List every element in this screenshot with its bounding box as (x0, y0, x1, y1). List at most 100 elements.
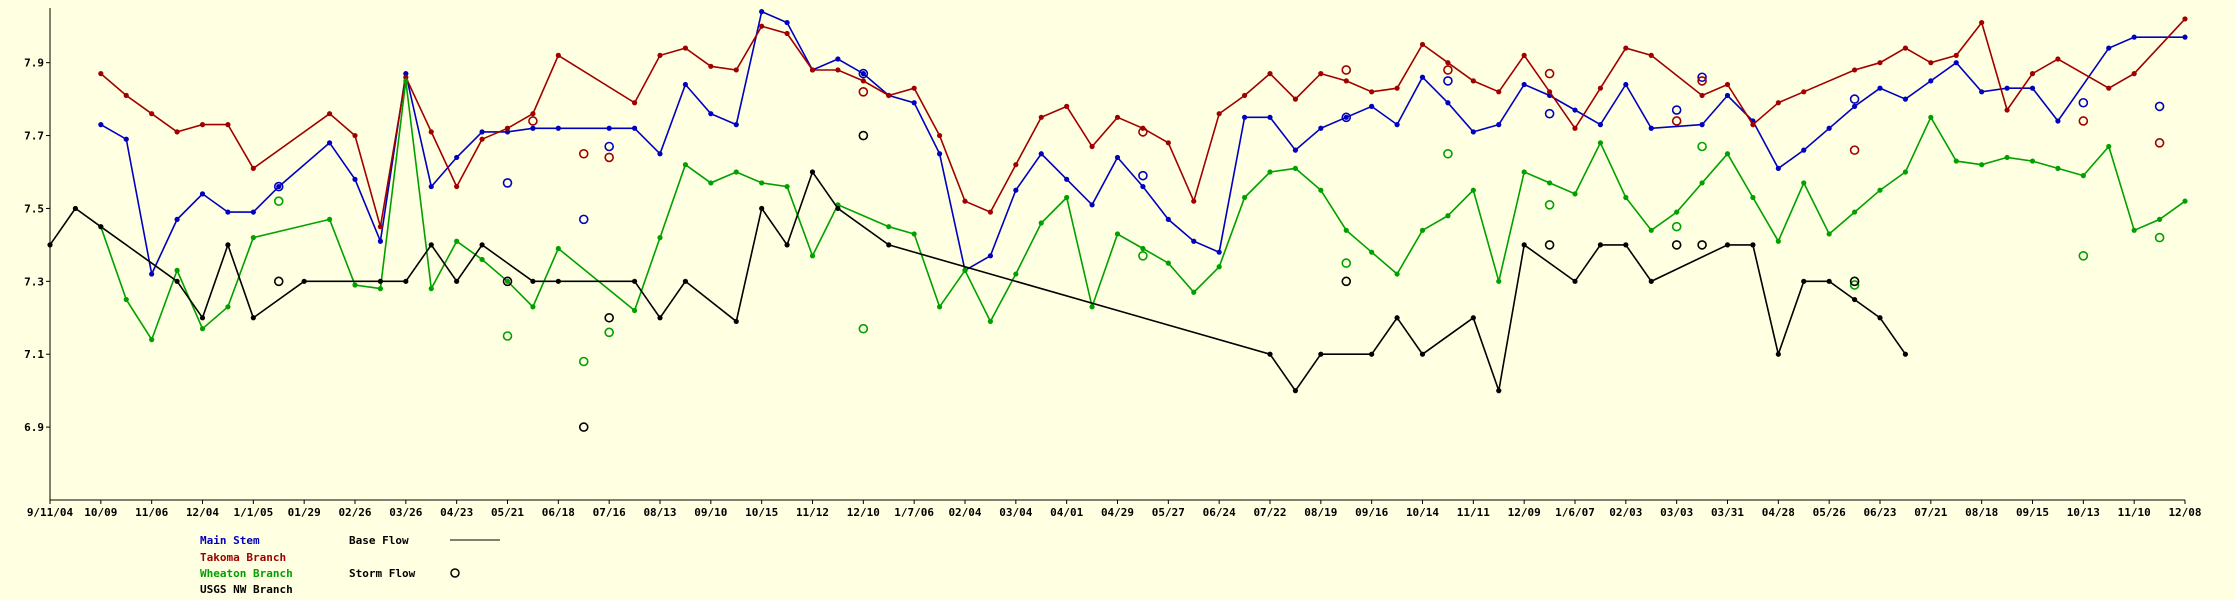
main-stem-base-flow-point (1165, 216, 1171, 222)
takoma-branch-base-flow-point (1318, 71, 1324, 77)
main-stem-base-flow-point (276, 183, 282, 190)
usgs-nw-branch-base-flow-point (555, 278, 561, 284)
usgs-nw-branch-storm-flow-point (858, 130, 869, 141)
main-stem-base-flow-point (352, 176, 358, 182)
usgs-nw-branch-storm-flow-point (1544, 240, 1555, 250)
takoma-branch-base-flow-point (911, 85, 917, 91)
wheaton-branch-base-flow-point (962, 267, 968, 273)
main-stem-base-flow-point (606, 125, 612, 131)
usgs-nw-branch-storm-flow-point (604, 312, 614, 323)
x-tick-label: 1/1/05 (233, 506, 273, 519)
x-tick-label: 09/16 (1355, 506, 1388, 519)
wheaton-branch-storm-flow-point (502, 331, 513, 341)
main-stem-base-flow-point (1445, 100, 1451, 106)
takoma-branch-base-flow-point (1038, 114, 1044, 120)
usgs-nw-branch-base-flow-point (1801, 278, 1807, 284)
x-tick-label: 02/03 (1609, 506, 1642, 519)
x-tick-label: 04/29 (1101, 506, 1134, 519)
main-stem-base-flow-point (1292, 147, 1299, 153)
takoma-branch-base-flow-point (1546, 89, 1553, 95)
main-stem-base-flow-point (199, 191, 206, 197)
wheaton-branch-storm-flow-point (1697, 141, 1707, 152)
x-tick-label: 02/04 (948, 506, 981, 519)
main-stem-base-flow-point (987, 253, 994, 259)
main-stem-storm-flow-point (2154, 101, 2165, 112)
wheaton-branch-base-flow-point (1292, 165, 1299, 171)
main-stem-base-flow-point (911, 100, 917, 106)
usgs-nw-branch-base-flow-point (657, 315, 663, 321)
main-stem-storm-flow-point (1341, 112, 1352, 123)
x-tick-label: 04/23 (440, 506, 473, 519)
wheaton-branch-base-flow-point (1216, 264, 1222, 270)
takoma-branch-base-flow-point (1928, 60, 1934, 66)
wheaton-branch-base-flow-point (403, 78, 409, 84)
takoma-branch-base-flow-point (886, 92, 892, 99)
takoma-branch-base-flow-point (936, 132, 943, 139)
usgs-nw-branch-base-flow-point (250, 315, 256, 321)
takoma-branch-base-flow-point (1572, 125, 1578, 131)
takoma-branch-base-flow-point (1648, 52, 1654, 58)
series-wheaton-branch (98, 78, 2188, 367)
usgs-nw-branch-storm-flow-point (273, 276, 284, 287)
main-stem-base-flow-point (2029, 85, 2036, 91)
x-tick-label: 05/21 (491, 506, 524, 519)
takoma-branch-base-flow-point (1292, 96, 1299, 102)
main-stem-base-flow-point (1394, 122, 1400, 128)
legend-storm-flow-marker (450, 568, 460, 578)
usgs-nw-branch-base-flow-point (1597, 242, 1604, 248)
wheaton-branch-base-flow-point (1648, 227, 1654, 233)
takoma-branch-base-flow-point (530, 111, 536, 117)
wheaton-branch-base-flow-point (326, 216, 333, 222)
main-stem-base-flow-point (1267, 114, 1273, 120)
chart-tick-labels: 6.9 7.1 7.3 7.5 7.7 7.9 9/11/04 10/09 11/06 12/04… (24, 57, 2201, 519)
main-stem-base-flow-point (1216, 249, 1222, 255)
legend-takoma-branch: Takoma Branch (200, 551, 286, 564)
usgs-nw-branch-base-flow-point (631, 278, 638, 284)
wheaton-branch-base-flow-point (199, 326, 206, 332)
main-stem-base-flow-point (1724, 92, 1731, 99)
takoma-branch-base-flow-point (1521, 52, 1527, 58)
takoma-branch-base-flow-point (2131, 71, 2137, 77)
x-tick-label: 11/06 (135, 506, 168, 519)
legend-usgs-nw-branch: USGS NW Branch (200, 583, 293, 596)
wheaton-branch-base-flow-point (1877, 187, 1883, 193)
takoma-branch-base-flow-point (1114, 114, 1121, 120)
main-stem-base-flow-point (1775, 165, 1781, 171)
main-stem-base-flow-point (1343, 114, 1349, 120)
usgs-nw-branch-base-flow-point (1470, 315, 1476, 321)
main-stem-base-flow-point (1699, 122, 1705, 128)
takoma-branch-base-flow-point (708, 63, 714, 69)
wheaton-branch-base-flow-point (1572, 191, 1578, 197)
usgs-nw-branch-base-flow-point (98, 224, 104, 230)
main-stem-base-flow-point (1496, 122, 1502, 128)
usgs-nw-branch-base-flow-point (428, 242, 434, 248)
main-stem-base-flow-point (1801, 147, 1807, 153)
wheaton-branch-base-flow-point (1674, 209, 1680, 215)
wheaton-branch-base-flow-point (1851, 209, 1858, 215)
main-stem-base-flow-point (504, 129, 511, 135)
wheaton-branch-base-flow-point (352, 282, 358, 288)
legend-wheaton-branch: Wheaton Branch (200, 567, 293, 580)
usgs-nw-branch-base-flow-point (454, 278, 460, 284)
takoma-branch-storm-flow-point (1849, 145, 1860, 155)
main-stem-base-flow-point (784, 19, 790, 26)
main-stem-storm-flow-point (502, 178, 513, 188)
wheaton-branch-base-flow-point (1496, 278, 1502, 284)
main-stem-base-flow-point (1241, 114, 1248, 120)
takoma-branch-base-flow-point (987, 209, 994, 215)
wheaton-branch-base-flow-point (1826, 231, 1832, 237)
x-tick-label: 01/29 (288, 506, 321, 519)
wheaton-branch-base-flow-point (2131, 227, 2137, 233)
x-tick-label: 12/08 (2168, 506, 2201, 519)
main-stem-base-flow-point (733, 122, 739, 128)
main-stem-base-flow-line (100, 10, 2185, 277)
wheaton-branch-storm-flow-point (1544, 200, 1555, 210)
x-tick-label: 03/03 (1660, 506, 1693, 519)
takoma-branch-base-flow-point (1496, 89, 1502, 95)
takoma-branch-storm-flow-point (1544, 68, 1555, 79)
main-stem-base-flow-point (657, 151, 663, 157)
main-stem-storm-flow-point (1697, 72, 1707, 83)
wheaton-branch-base-flow-point (708, 180, 714, 186)
usgs-nw-branch-base-flow-point (1292, 388, 1299, 394)
main-stem-base-flow-point (1064, 176, 1070, 182)
